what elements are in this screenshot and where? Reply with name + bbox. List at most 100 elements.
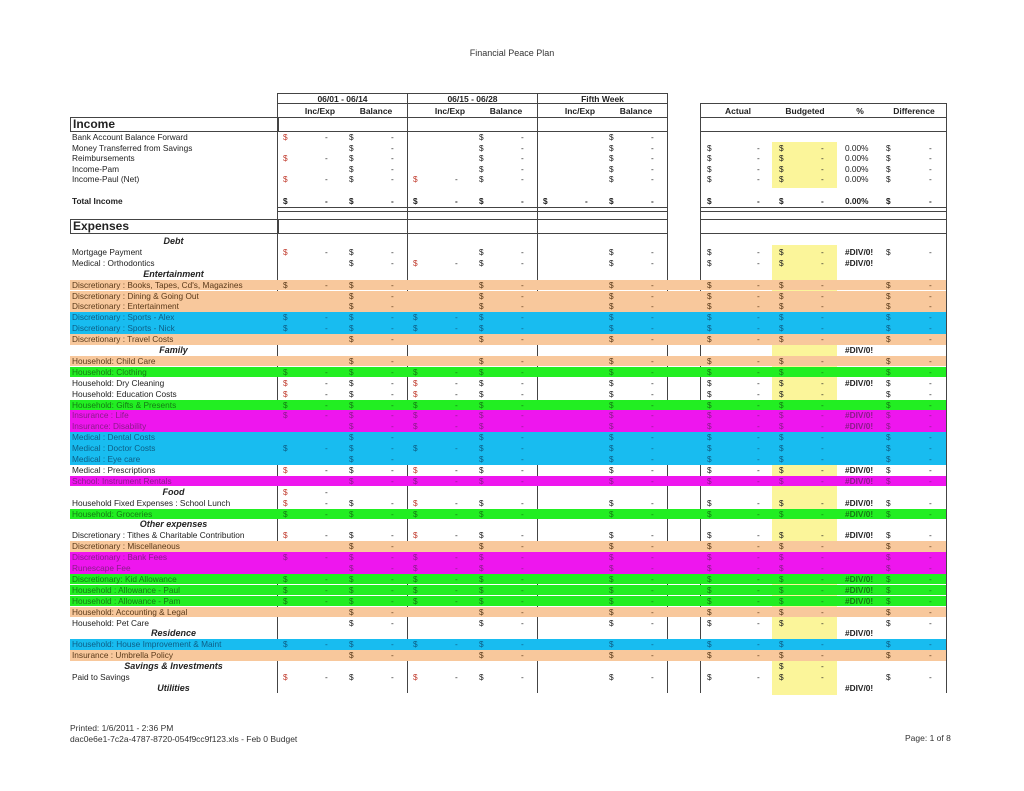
- currency-symbol: $: [479, 163, 484, 174]
- category-label: Entertainment: [143, 268, 204, 279]
- amount-cell: -: [521, 454, 524, 464]
- currency-symbol: $: [886, 639, 891, 650]
- amount-cell: -: [521, 174, 524, 185]
- amount-cell: -: [757, 142, 760, 153]
- amount-cell: -: [651, 366, 654, 377]
- divider: [537, 93, 538, 693]
- currency-symbol: $: [886, 464, 891, 475]
- currency-symbol: $: [886, 552, 891, 563]
- table-row: Discretionary : Dining & Going Out $ - $ - $ -…: [70, 290, 946, 302]
- currency-symbol: $: [609, 650, 614, 661]
- col-actual: Actual: [725, 106, 751, 116]
- currency-symbol: $: [413, 399, 418, 410]
- amount-cell: -: [929, 650, 932, 661]
- amount-cell: -: [391, 497, 394, 508]
- category-label: Family: [159, 345, 188, 355]
- amount-cell: -: [521, 312, 524, 323]
- currency-symbol: $: [413, 639, 418, 650]
- currency-symbol: $: [479, 142, 484, 153]
- currency-symbol: $: [609, 573, 614, 584]
- amount-cell: -: [391, 323, 394, 334]
- amount-cell: -: [651, 584, 654, 595]
- amount-cell: -: [821, 541, 824, 552]
- amount-cell: -: [391, 174, 394, 185]
- amount-cell: -: [455, 595, 458, 606]
- amount-cell: -: [757, 195, 760, 206]
- currency-symbol: $: [349, 279, 354, 290]
- amount-cell: -: [651, 163, 654, 174]
- currency-symbol: $: [413, 497, 418, 508]
- currency-symbol: $: [886, 584, 891, 595]
- currency-symbol: $: [349, 606, 354, 617]
- amount-cell: -: [325, 195, 328, 206]
- currency-symbol: $: [609, 421, 614, 432]
- amount-cell: -: [757, 672, 760, 682]
- amount-cell: -: [757, 163, 760, 174]
- currency-symbol: $: [707, 279, 712, 290]
- currency-symbol: $: [283, 399, 288, 410]
- amount-cell: -: [821, 672, 824, 682]
- amount-cell: -: [651, 246, 654, 257]
- currency-symbol: $: [886, 366, 891, 377]
- currency-symbol: $: [609, 323, 614, 334]
- currency-symbol: $: [707, 323, 712, 334]
- currency-symbol: $: [349, 672, 354, 682]
- currency-symbol: $: [886, 573, 891, 584]
- amount-cell: -: [521, 279, 524, 290]
- amount-cell: -: [325, 312, 328, 323]
- currency-symbol: $: [283, 573, 288, 584]
- amount-cell: -: [391, 246, 394, 257]
- amount-cell: -: [929, 410, 932, 421]
- amount-cell: -: [455, 410, 458, 421]
- amount-cell: -: [651, 595, 654, 606]
- table-row: Medical : Eye care $ - $ - $ - $ - $ - $ -: [70, 454, 946, 465]
- amount-cell: -: [929, 334, 932, 345]
- divider: [667, 93, 668, 693]
- amount-cell: -: [455, 573, 458, 584]
- currency-symbol: $: [707, 142, 712, 153]
- currency-symbol: $: [609, 366, 614, 377]
- amount-cell: -: [521, 410, 524, 421]
- amount-cell: -: [651, 443, 654, 454]
- divider: [277, 219, 668, 220]
- divider: [277, 93, 278, 693]
- currency-symbol: $: [707, 301, 712, 312]
- amount-cell: -: [521, 355, 524, 366]
- amount-cell: -: [455, 497, 458, 508]
- amount-cell: -: [325, 584, 328, 595]
- currency-symbol: $: [479, 388, 484, 399]
- category-label: Utilities: [157, 682, 190, 693]
- amount-cell: -: [929, 639, 932, 650]
- amount-cell: -: [651, 573, 654, 584]
- amount-cell: -: [821, 312, 824, 323]
- currency-symbol: $: [886, 246, 891, 257]
- currency-symbol: $: [707, 366, 712, 377]
- amount-cell: -: [821, 552, 824, 563]
- currency-symbol: $: [886, 497, 891, 508]
- divider: [700, 219, 947, 220]
- currency-symbol: $: [779, 421, 784, 432]
- currency-symbol: $: [283, 312, 288, 323]
- amount-cell: -: [391, 257, 394, 268]
- table-row: Household: Gifts & Presents $ - $ - $ - $ - $ - $ - $…: [70, 399, 946, 411]
- amount-cell: -: [325, 246, 328, 257]
- currency-symbol: $: [609, 432, 614, 443]
- row-label: Money Transferred from Savings: [72, 142, 193, 153]
- table-row: Mortgage Payment $ - $ - $ - $ - $ - $ - #DIV/0! $ -: [70, 247, 946, 258]
- amount-cell: -: [651, 132, 654, 142]
- amount-cell: -: [757, 443, 760, 454]
- currency-symbol: $: [779, 530, 784, 541]
- period-header-3: Fifth Week: [581, 94, 624, 104]
- amount-cell: -: [757, 508, 760, 519]
- col-incexp-1: Inc/Exp: [304, 106, 336, 116]
- currency-symbol: $: [707, 508, 712, 519]
- amount-cell: -: [391, 377, 394, 388]
- divider: [277, 131, 668, 132]
- currency-symbol: $: [479, 497, 484, 508]
- category-row: Residence #DIV/0!: [70, 628, 946, 639]
- currency-symbol: $: [413, 421, 418, 432]
- row-label: Medical : Eye care: [72, 454, 141, 464]
- table-row: Medical : Prescriptions $ - $ - $ - $ - $ - $ - $ - #DI…: [70, 465, 946, 476]
- percent-cell: #DIV/0!: [845, 530, 874, 541]
- currency-symbol: $: [886, 334, 891, 345]
